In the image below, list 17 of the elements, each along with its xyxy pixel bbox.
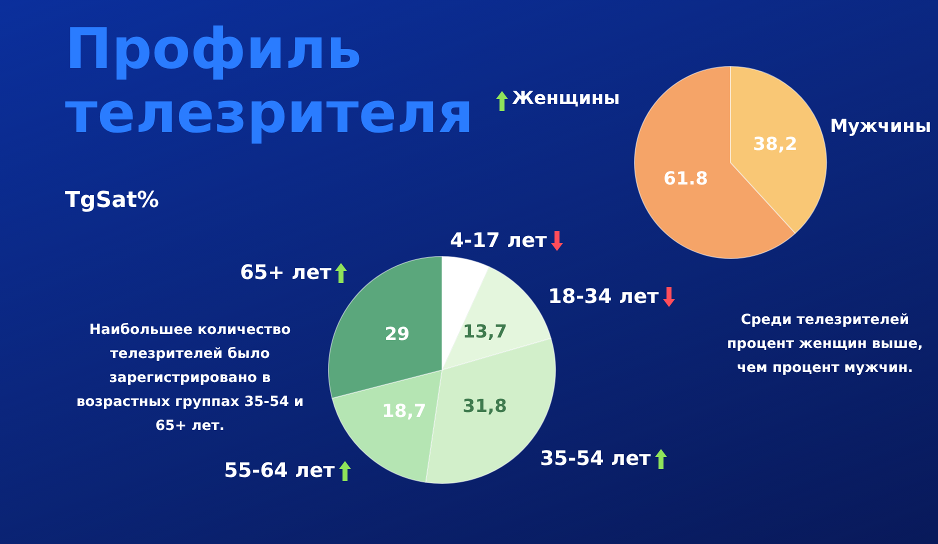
data-label: 29: [384, 324, 410, 345]
data-label: 18,7: [382, 400, 426, 422]
slice-label: 65+ лет: [240, 260, 332, 284]
data-label: 13,7: [462, 322, 508, 343]
text: Наибольшее количество телезрителей было зарегистрировано в возрастных группах 35-54 и 65+ лет.: [75, 321, 305, 436]
data-label: 38,2: [753, 134, 798, 155]
slice-label: Женщины: [512, 88, 620, 109]
text: Среди телезрителей процент женщин выше, чем процент мужчин.: [726, 311, 924, 378]
chart-title: Профиль телезрителя: [65, 17, 475, 146]
data-label: 31,8: [462, 396, 508, 417]
slice-label: 18-34 лет: [548, 284, 659, 308]
slice-label: 4-17 лет: [450, 228, 547, 252]
slice-label: 35-54 лет: [540, 446, 651, 470]
data-label: 61.8: [664, 168, 708, 190]
slice-label: 55-64 лет: [224, 458, 335, 482]
chart-subtitle: TgSat%: [65, 188, 160, 213]
slice-label: Мужчины: [830, 116, 932, 137]
